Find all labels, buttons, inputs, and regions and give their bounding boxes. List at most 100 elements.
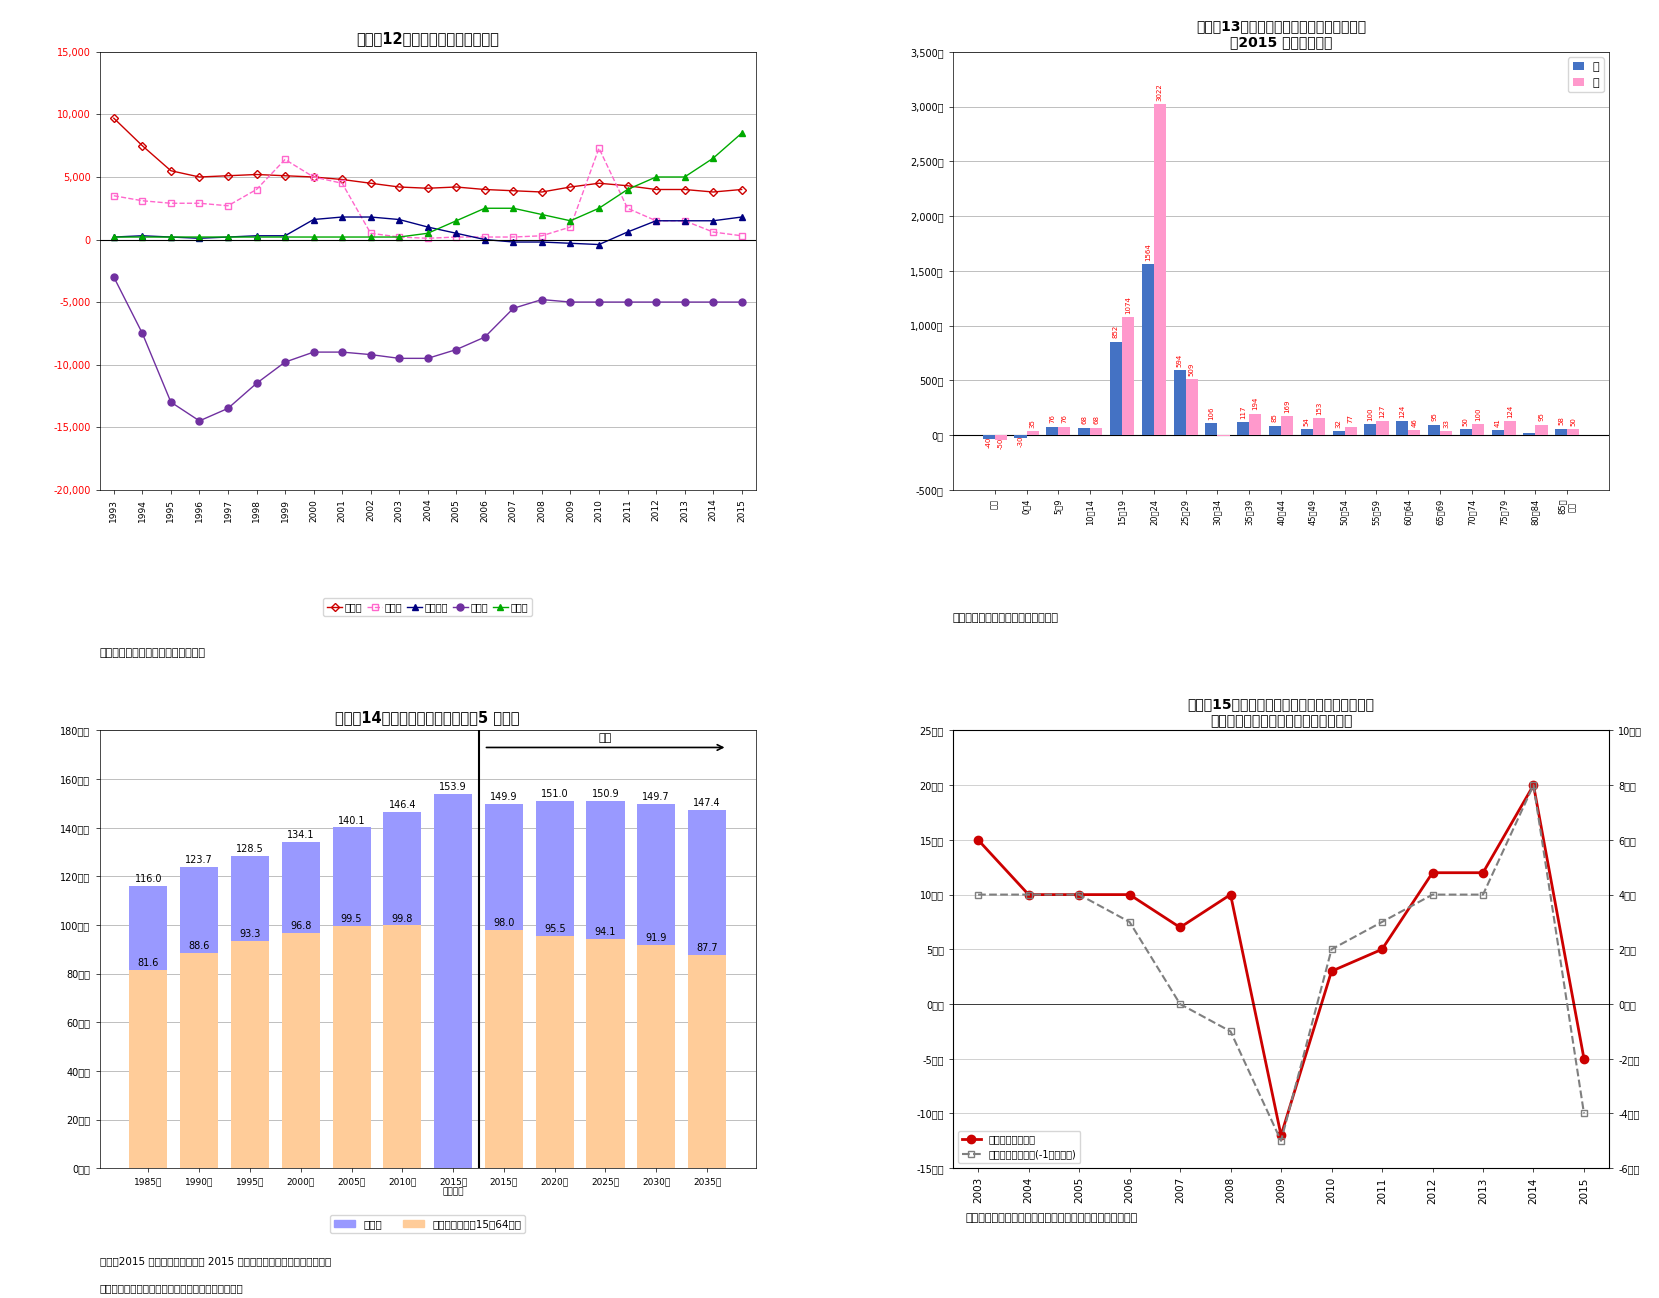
名古屋市 <box>533 234 552 249</box>
Text: -30: -30 <box>1017 436 1024 447</box>
Line: 福岡賃貸面積増分: 福岡賃貸面積増分 <box>974 781 1588 1140</box>
札幌市 <box>189 169 209 184</box>
大阪市 <box>133 326 153 341</box>
大阪市 <box>474 330 494 345</box>
Bar <box>1078 427 1090 435</box>
福岡市 <box>217 230 237 245</box>
生産年齢人口増分(-1、右目盛) <box>1019 887 1039 902</box>
仙台市 <box>675 213 695 228</box>
Text: 33: 33 <box>1443 419 1448 428</box>
福岡賃貸面積増分 <box>1271 1128 1291 1144</box>
大阪市 <box>589 295 609 310</box>
Line: 福岡市: 福岡市 <box>111 130 745 240</box>
Text: 93.3: 93.3 <box>239 929 260 940</box>
福岡賃貸面積増分 <box>1523 778 1543 793</box>
大阪市 <box>418 350 438 366</box>
大阪市 <box>247 375 267 391</box>
名古屋市 <box>133 228 153 244</box>
福岡賃貸面積増分 <box>1574 1051 1594 1067</box>
Text: 50: 50 <box>1571 418 1576 426</box>
Bar <box>181 953 219 1168</box>
仙台市 <box>418 231 438 247</box>
札幌市 <box>503 183 523 199</box>
名古屋市 <box>703 213 723 228</box>
福岡市 <box>360 230 380 245</box>
仙台市 <box>503 230 523 245</box>
Text: 98.0: 98.0 <box>493 918 514 928</box>
Bar <box>484 929 523 1168</box>
Text: 3022: 3022 <box>1156 83 1163 101</box>
Bar <box>1027 431 1039 435</box>
名古屋市 <box>645 213 665 228</box>
大阪市 <box>360 347 380 362</box>
大阪市 <box>390 350 410 366</box>
名古屋市 <box>561 235 581 251</box>
Text: 1564: 1564 <box>1145 243 1151 261</box>
Text: 95: 95 <box>1432 413 1437 422</box>
札幌市 <box>446 179 466 195</box>
Text: 76: 76 <box>1062 414 1067 423</box>
札幌市 <box>217 167 237 183</box>
名古屋市 <box>275 228 295 244</box>
大阪市 <box>105 269 124 284</box>
Bar <box>1377 421 1389 435</box>
Text: 100: 100 <box>1475 408 1481 421</box>
Bar <box>1332 431 1345 435</box>
福岡市 <box>161 230 181 245</box>
札幌市 <box>589 175 609 191</box>
福岡市 <box>105 230 124 245</box>
Title: 図表－13　福岡市の男女年齢別転入超過数
（2015 年、日本人）: 図表－13 福岡市の男女年齢別転入超過数 （2015 年、日本人） <box>1196 19 1365 49</box>
Text: 99.8: 99.8 <box>392 914 413 924</box>
Bar <box>1173 370 1186 435</box>
生産年齢人口増分(-1、右目盛) <box>1322 941 1342 957</box>
札幌市 <box>561 179 581 195</box>
Bar <box>995 435 1007 440</box>
Bar <box>586 801 624 1168</box>
Bar <box>383 925 421 1168</box>
名古屋市 <box>360 209 380 225</box>
生産年齢人口増分(-1、右目盛) <box>1473 887 1493 902</box>
仙台市 <box>189 196 209 212</box>
Bar <box>129 887 168 1168</box>
Bar <box>688 955 727 1168</box>
Text: （出所）住民基本台帳人口移動報告: （出所）住民基本台帳人口移動報告 <box>952 613 1058 623</box>
Text: 140.1: 140.1 <box>338 815 365 826</box>
生産年齢人口増分(-1、右目盛) <box>1068 887 1088 902</box>
福岡市 <box>645 169 665 184</box>
Text: 128.5: 128.5 <box>236 844 264 854</box>
札幌市 <box>247 166 267 182</box>
大阪市 <box>446 341 466 357</box>
生産年齢人口増分(-1、右目盛) <box>1574 1106 1594 1121</box>
Title: 図表－14　福岡市の人口見通し（5 年毎）: 図表－14 福岡市の人口見通し（5 年毎） <box>335 710 519 726</box>
名古屋市 <box>161 230 181 245</box>
Bar <box>1472 424 1483 435</box>
仙台市 <box>247 182 267 197</box>
福岡市 <box>474 200 494 215</box>
Title: 図表－12　主要都市の転入超過数: 図表－12 主要都市の転入超過数 <box>357 31 499 47</box>
Bar <box>1047 427 1058 435</box>
仙台市 <box>275 152 295 167</box>
Text: 1074: 1074 <box>1125 296 1131 314</box>
Bar <box>1428 424 1440 435</box>
Bar <box>1312 418 1326 435</box>
大阪市 <box>732 295 752 310</box>
Text: （中）2015 年国勢調査速報では 2015 年の生産年齢人口は未開示である: （中）2015 年国勢調査速報では 2015 年の生産年齢人口は未開示である <box>100 1256 330 1267</box>
Text: （出所）三鬼商事、住民基本台帳に基づく人口（日本人）: （出所）三鬼商事、住民基本台帳に基づく人口（日本人） <box>966 1212 1138 1223</box>
Line: 札幌市: 札幌市 <box>111 116 745 195</box>
Legend: 札幌市, 仙台市, 名古屋市, 大阪市, 福岡市: 札幌市, 仙台市, 名古屋市, 大阪市, 福岡市 <box>324 598 533 617</box>
札幌市 <box>133 138 153 153</box>
Bar <box>1440 431 1452 435</box>
仙台市 <box>105 188 124 204</box>
福岡賃貸面積増分 <box>1322 963 1342 979</box>
Text: 85: 85 <box>1272 414 1277 422</box>
Text: 116.0: 116.0 <box>134 874 163 884</box>
福岡賃貸面積増分 <box>1170 920 1190 936</box>
札幌市 <box>703 184 723 200</box>
Title: 図表－15　福岡ビジネス地区の賃貸面積増加と
福岡市の生産年齢人口増加数（前年）: 図表－15 福岡ビジネス地区の賃貸面積増加と 福岡市の生産年齢人口増加数（前年） <box>1188 698 1375 728</box>
札幌市 <box>617 178 637 193</box>
Bar <box>332 828 370 1168</box>
Text: 169: 169 <box>1284 400 1291 413</box>
Text: 149.7: 149.7 <box>642 792 670 802</box>
大阪市 <box>645 295 665 310</box>
Bar <box>688 810 727 1168</box>
